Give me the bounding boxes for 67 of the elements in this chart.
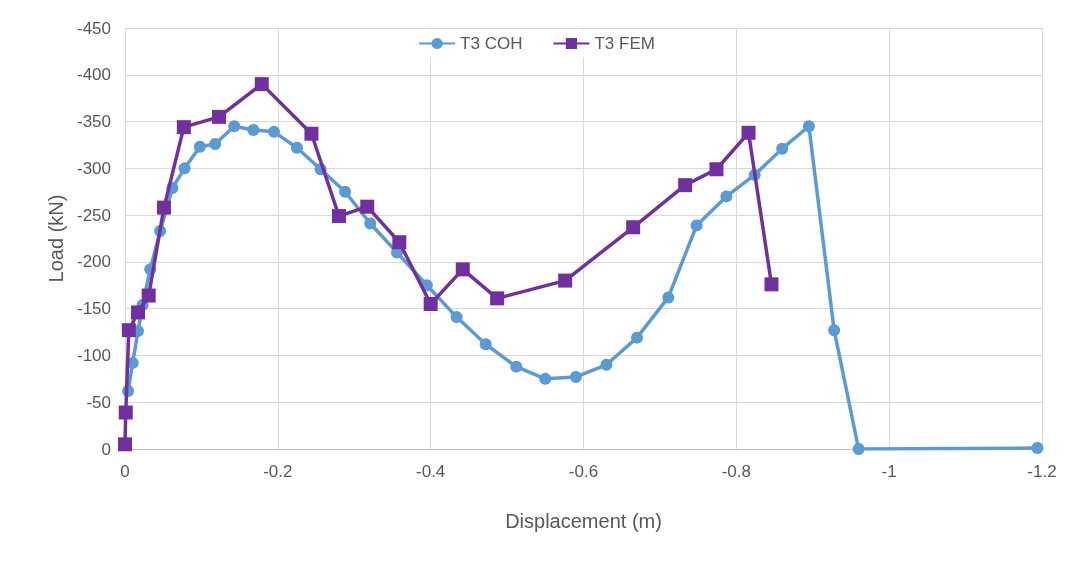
x-tick-label: 0 bbox=[120, 462, 130, 481]
point bbox=[558, 273, 573, 288]
x-tick-label: -1.2 bbox=[1027, 462, 1057, 481]
y-axis-title: Load (kN) bbox=[45, 194, 68, 283]
point bbox=[193, 140, 206, 153]
y-tick-label: -150 bbox=[76, 299, 111, 319]
point bbox=[423, 296, 438, 311]
point bbox=[510, 360, 523, 373]
point bbox=[228, 120, 241, 133]
point bbox=[176, 120, 191, 135]
point bbox=[450, 311, 463, 324]
point bbox=[479, 338, 492, 351]
point bbox=[631, 331, 643, 344]
point bbox=[156, 200, 171, 215]
point bbox=[600, 358, 613, 371]
point bbox=[392, 235, 407, 250]
point bbox=[690, 219, 703, 232]
legend-label: T3 COH bbox=[460, 34, 523, 53]
point bbox=[802, 120, 815, 133]
x-tick-label: -0.6 bbox=[568, 462, 599, 481]
point bbox=[364, 217, 377, 230]
x-tick-label: -0.8 bbox=[721, 462, 751, 481]
y-tick-label: 0 bbox=[101, 439, 111, 459]
point bbox=[569, 370, 582, 383]
point bbox=[1031, 442, 1044, 455]
point bbox=[764, 277, 779, 292]
x-tick-label: -0.4 bbox=[416, 462, 446, 481]
y-tick-label: -100 bbox=[76, 345, 111, 365]
point bbox=[331, 209, 346, 224]
point bbox=[339, 185, 352, 198]
point bbox=[678, 178, 693, 193]
point bbox=[254, 77, 269, 92]
point bbox=[141, 288, 156, 303]
point bbox=[209, 138, 222, 151]
point bbox=[490, 291, 505, 306]
y-tick-label: -50 bbox=[86, 392, 111, 412]
point bbox=[118, 437, 132, 452]
point bbox=[211, 109, 226, 124]
y-tick-label: -350 bbox=[76, 112, 111, 132]
point bbox=[130, 305, 145, 320]
point bbox=[828, 324, 841, 337]
point bbox=[662, 291, 675, 304]
point bbox=[290, 141, 303, 154]
point bbox=[121, 323, 136, 338]
point bbox=[118, 405, 133, 420]
y-tick-label: -300 bbox=[76, 158, 111, 178]
point bbox=[360, 199, 375, 214]
point bbox=[852, 443, 865, 455]
point bbox=[709, 162, 724, 177]
point bbox=[626, 220, 641, 235]
point bbox=[455, 262, 470, 277]
x-axis-title: Displacement (m) bbox=[505, 510, 662, 532]
point bbox=[776, 142, 789, 155]
y-tick-label: -400 bbox=[76, 65, 111, 85]
point bbox=[720, 190, 733, 203]
point bbox=[304, 126, 319, 141]
point bbox=[539, 372, 552, 385]
y-tick-label: -250 bbox=[76, 205, 111, 225]
point bbox=[268, 125, 281, 138]
legend-label: T3 FEM bbox=[594, 34, 655, 53]
point bbox=[247, 123, 260, 136]
x-tick-label: -1 bbox=[881, 462, 897, 481]
y-tick-label: -200 bbox=[76, 252, 111, 272]
x-tick-label: -0.2 bbox=[263, 462, 293, 481]
point bbox=[178, 162, 191, 175]
y-tick-label: -450 bbox=[76, 18, 111, 38]
point bbox=[741, 125, 756, 140]
